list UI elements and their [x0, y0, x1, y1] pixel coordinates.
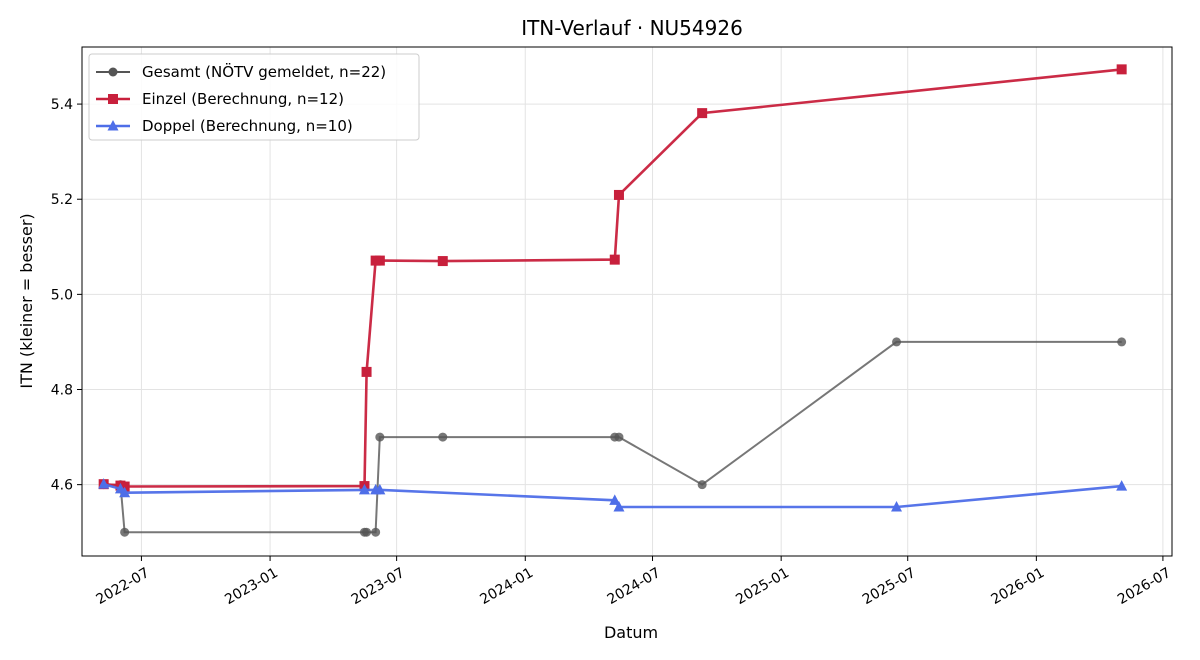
- legend-label-gesamt: Gesamt (NÖTV gemeldet, n=22): [142, 62, 386, 81]
- x-tick-label: 2022-07: [94, 565, 153, 608]
- y-axis-label: ITN (kleiner = besser): [17, 213, 36, 388]
- series-gesamt: [99, 337, 1127, 537]
- x-axis-label: Datum: [604, 623, 658, 642]
- y-tick-label: 4.6: [51, 478, 73, 494]
- data-point-einzel: [119, 481, 130, 492]
- data-point-einzel: [613, 189, 624, 200]
- data-point-doppel: [119, 486, 131, 498]
- x-tick-label: 2025-07: [860, 565, 919, 608]
- data-point-doppel: [891, 501, 903, 512]
- x-tick-label: 2026-07: [1115, 565, 1174, 608]
- data-point-gesamt: [1117, 337, 1127, 347]
- data-point-gesamt: [375, 432, 385, 442]
- data-point-doppel: [358, 483, 370, 495]
- legend-marker-einzel: [108, 94, 118, 104]
- data-point-gesamt: [120, 527, 130, 537]
- data-point-gesamt: [371, 527, 381, 537]
- data-point-doppel: [98, 478, 110, 489]
- data-point-doppel: [1116, 480, 1128, 491]
- legend: Gesamt (NÖTV gemeldet, n=22) Einzel (Bere…: [88, 53, 420, 141]
- data-point-gesamt: [892, 337, 902, 347]
- x-tick-label: 2026-01: [988, 565, 1047, 608]
- data-point-doppel: [609, 494, 621, 505]
- x-tick-label: 2023-07: [349, 565, 408, 608]
- y-tick-label: 4.8: [51, 383, 73, 399]
- series-doppel: [98, 478, 1128, 512]
- plot-frame: [81, 46, 1173, 557]
- y-tick-label: 5.0: [51, 287, 73, 303]
- x-tick-label: 2024-01: [477, 565, 536, 608]
- data-point-gesamt: [614, 432, 624, 442]
- data-point-doppel: [613, 501, 625, 512]
- data-point-einzel: [374, 255, 385, 266]
- legend-box: [88, 53, 420, 141]
- x-tick-label: 2025-01: [733, 565, 792, 608]
- data-point-gesamt: [697, 480, 707, 490]
- x-tick-label: 2023-01: [222, 565, 281, 608]
- chart-title: ITN-Verlauf · NU54926: [521, 16, 743, 40]
- x-tick-label: 2024-07: [605, 565, 664, 608]
- data-point-einzel: [609, 254, 620, 265]
- legend-marker-doppel: [107, 120, 119, 131]
- y-tick-label: 5.4: [51, 97, 73, 113]
- legend-label-einzel: Einzel (Berechnung, n=12): [142, 90, 344, 108]
- data-point-einzel: [697, 108, 708, 119]
- data-point-gesamt: [438, 432, 448, 442]
- data-point-einzel: [361, 366, 372, 377]
- data-point-einzel: [437, 256, 448, 267]
- data-point-gesamt: [362, 527, 372, 537]
- legend-marker-gesamt: [108, 67, 118, 77]
- y-tick-label: 5.2: [51, 192, 73, 208]
- data-point-doppel: [374, 483, 386, 495]
- legend-label-doppel: Doppel (Berechnung, n=10): [142, 117, 353, 135]
- data-point-einzel: [1116, 64, 1127, 75]
